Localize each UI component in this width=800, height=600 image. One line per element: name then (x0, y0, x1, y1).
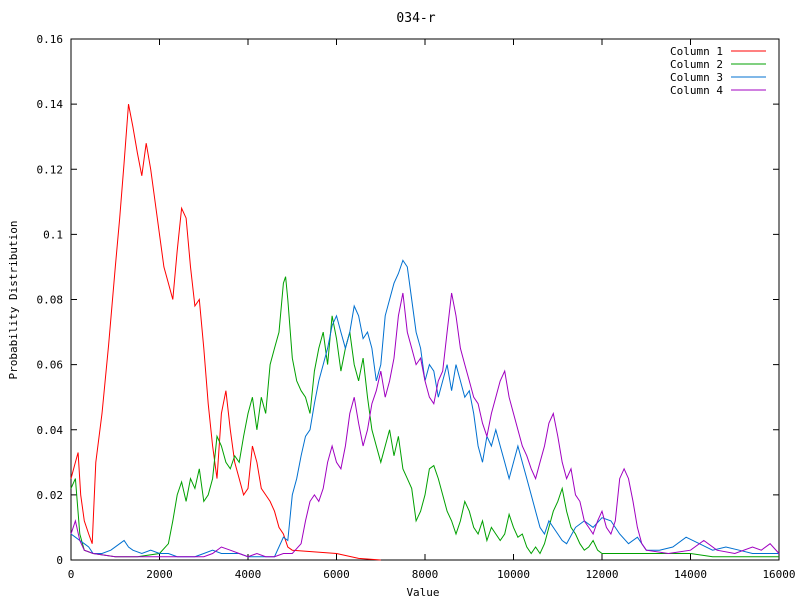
legend-label-1: Column 1 (670, 45, 723, 58)
x-tick-label: 0 (68, 568, 75, 581)
legend-label-4: Column 4 (670, 84, 723, 97)
y-axis-label: Probability Distribution (7, 221, 20, 380)
y-tick-label: 0.14 (37, 98, 64, 111)
series-lines (70, 104, 780, 561)
y-axis: 0 0.02 0.04 0.06 0.08 0.1 0.12 0.14 0.16 (37, 33, 779, 567)
x-axis-label: Value (406, 586, 439, 599)
x-axis: 0 2000 4000 6000 8000 10000 12000 14000 16000 (68, 39, 796, 581)
series-line-1 (70, 104, 381, 561)
x-tick-label: 2000 (146, 568, 173, 581)
x-tick-label: 12000 (585, 568, 618, 581)
y-tick-label: 0 (56, 554, 63, 567)
x-tick-label: 10000 (497, 568, 530, 581)
series-line-4 (70, 292, 780, 558)
series-line-2 (70, 276, 779, 558)
y-tick-label: 0.12 (37, 163, 64, 176)
y-tick-label: 0.08 (37, 294, 64, 307)
y-tick-label: 0.1 (43, 228, 63, 241)
legend-label-2: Column 2 (670, 58, 723, 71)
y-tick-label: 0.06 (37, 359, 64, 372)
y-tick-label: 0.16 (37, 33, 64, 46)
y-tick-label: 0.02 (37, 489, 64, 502)
x-tick-label: 6000 (323, 568, 350, 581)
x-tick-label: 16000 (762, 568, 795, 581)
plot-border (70, 38, 780, 561)
x-tick-label: 8000 (412, 568, 439, 581)
y-tick-label: 0.04 (37, 424, 64, 437)
plot-frame (70, 38, 780, 561)
x-tick-label: 14000 (674, 568, 707, 581)
chart-title: 034-r (396, 11, 435, 26)
legend-label-3: Column 3 (670, 71, 723, 84)
x-tick-label: 4000 (235, 568, 262, 581)
series-line-3 (70, 259, 779, 558)
